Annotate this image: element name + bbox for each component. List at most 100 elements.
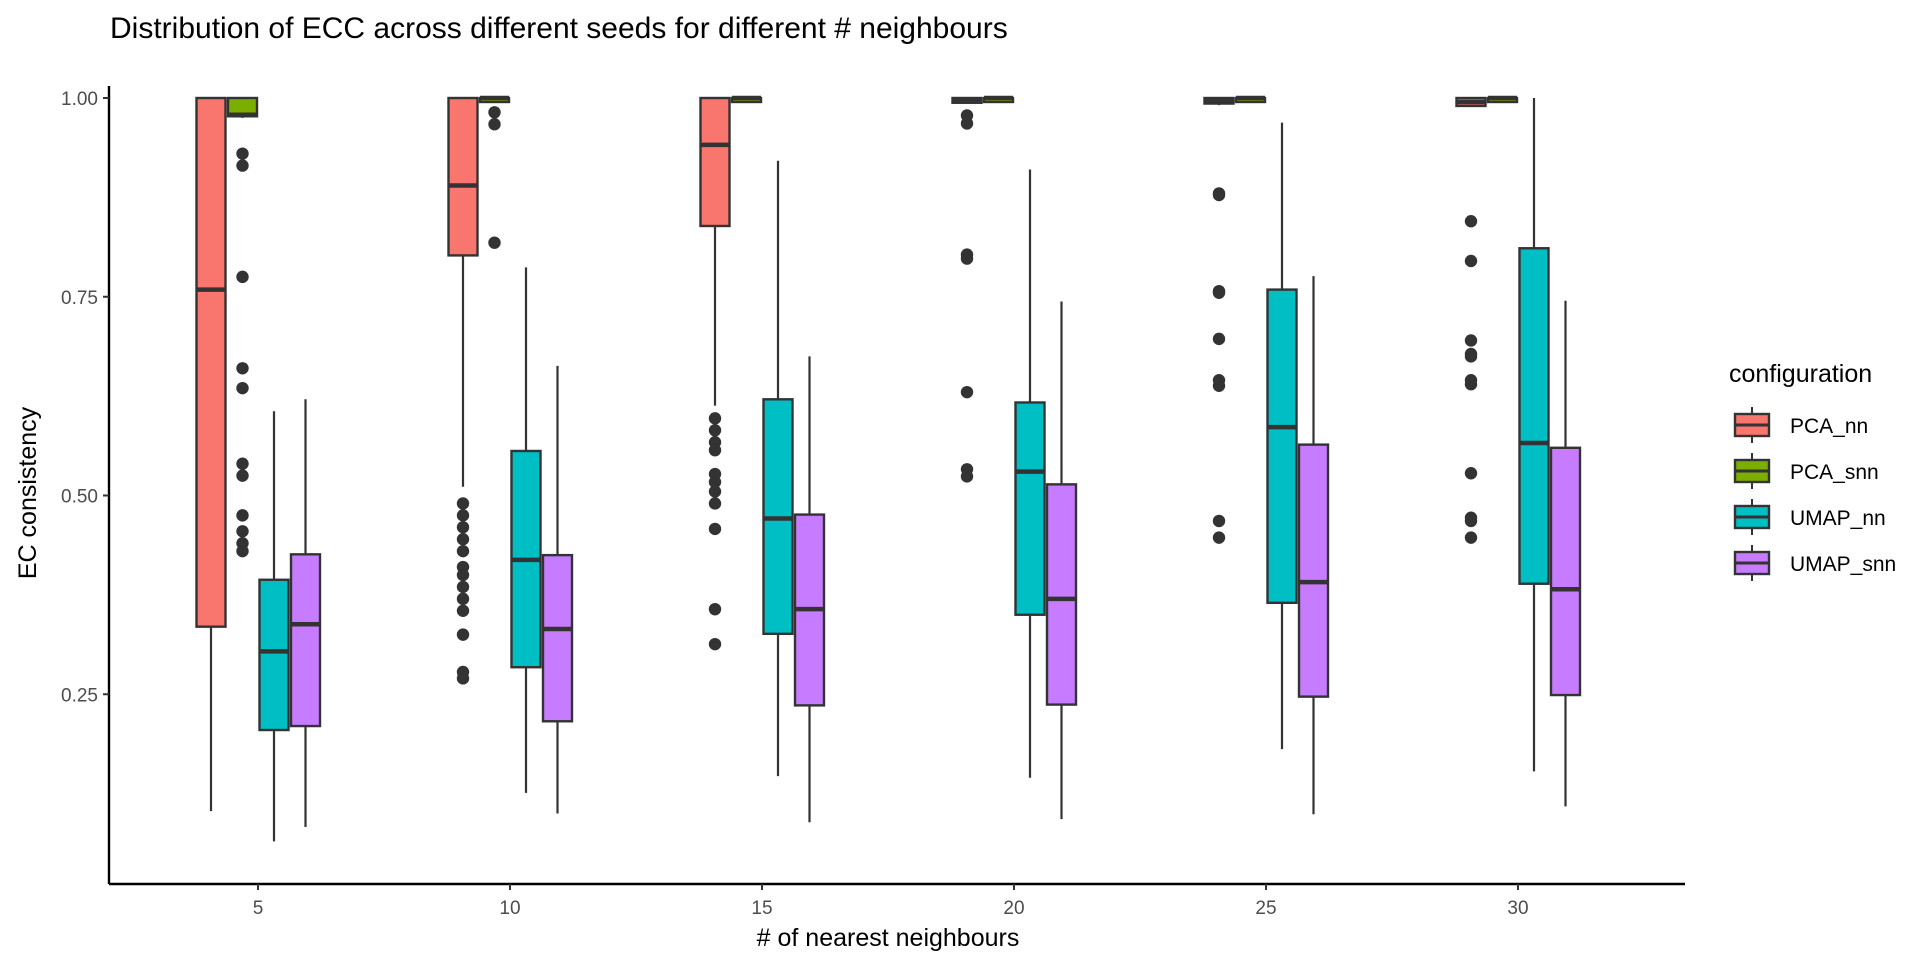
box-UMAP_nn-20 [1014, 169, 1046, 778]
outlier-point [488, 118, 501, 131]
box-PCA_nn-25 [1203, 96, 1235, 544]
box-body [1549, 446, 1582, 697]
outlier-point [708, 475, 722, 489]
x-tick-label: 30 [1507, 898, 1528, 919]
box-UMAP_snn-5 [289, 399, 322, 828]
outlier-point [1464, 467, 1478, 480]
box-body [195, 96, 227, 628]
x-tick-label: 15 [751, 898, 772, 919]
box-UMAP_snn-10 [541, 365, 574, 814]
box-PCA_snn-30 [1486, 95, 1519, 104]
box-body [1014, 401, 1046, 616]
outlier-point [236, 381, 249, 395]
outlier-point [456, 544, 470, 558]
outlier-point [1464, 254, 1478, 268]
x-axis-label: # of nearest neighbours [757, 924, 1020, 952]
outlier-point [456, 568, 470, 582]
outlier-point [1212, 514, 1226, 528]
box-body [1266, 288, 1298, 605]
outlier-point [1464, 531, 1478, 544]
outlier-point [456, 509, 470, 522]
outlier-point [960, 470, 974, 483]
outlier-point [236, 159, 249, 172]
outlier-point [1212, 188, 1226, 202]
box-body [1045, 483, 1078, 706]
outlier-point [236, 270, 249, 284]
x-tick-label: 20 [1003, 898, 1024, 919]
outlier-point [456, 592, 470, 606]
outlier-point [708, 412, 722, 425]
legend-label: UMAP_snn [1790, 553, 1896, 576]
outlier-point [236, 457, 249, 470]
outlier-point [456, 580, 470, 594]
outlier-point [456, 533, 470, 546]
axes: 0.25 0.50 0.75 1.00 5 10 15 20 25 30 [61, 86, 1685, 919]
legend: configuration PCA_nn PCA_snn UMAP_nn UMAP_sn… [1729, 360, 1896, 581]
outlier-point [960, 117, 974, 130]
outlier-point [708, 443, 722, 457]
outlier-point [1464, 378, 1478, 391]
box-body [1518, 247, 1550, 585]
outlier-point [456, 604, 470, 617]
outlier-point [1212, 531, 1226, 544]
outlier-point [488, 106, 501, 119]
box-UMAP_nn-25 [1266, 122, 1298, 750]
outlier-point [708, 602, 722, 616]
outlier-point [236, 147, 249, 160]
box-UMAP_snn-15 [793, 356, 826, 823]
legend-item-UMAP_nn: UMAP_nn [1733, 499, 1886, 535]
box-body [1297, 443, 1330, 698]
outlier-point [456, 672, 470, 685]
legend-title: configuration [1729, 360, 1872, 388]
legend-item-PCA_nn: PCA_nn [1733, 407, 1868, 443]
box-PCA_snn-20 [982, 95, 1015, 104]
box-PCA_snn-5 [226, 96, 259, 558]
box-PCA_snn-15 [730, 95, 763, 104]
y-tick-label: 1.00 [61, 89, 98, 110]
legend-label: PCA_snn [1790, 461, 1879, 484]
box-body [447, 96, 479, 257]
box-PCA_nn-20 [951, 96, 983, 483]
box-PCA_nn-10 [447, 96, 479, 685]
box-UMAP_nn-10 [510, 267, 542, 793]
legend-label: PCA_nn [1790, 415, 1868, 438]
outlier-point [456, 521, 470, 534]
outlier-point [456, 628, 470, 641]
outlier-point [708, 485, 722, 498]
y-tick-label: 0.50 [61, 487, 98, 508]
outlier-point [236, 509, 249, 522]
box-UMAP_snn-25 [1297, 276, 1330, 815]
outlier-point [236, 469, 249, 482]
y-tick-label: 0.25 [61, 685, 98, 706]
legend-label: UMAP_nn [1790, 507, 1886, 530]
box-PCA_nn-5 [195, 96, 227, 812]
box-PCA_snn-25 [1234, 95, 1267, 104]
legend-item-PCA_snn: PCA_snn [1733, 453, 1879, 489]
chart-title: Distribution of ECC across different see… [110, 12, 1008, 45]
outlier-point [960, 385, 974, 399]
box-body [699, 96, 731, 228]
outlier-point [1464, 350, 1478, 363]
x-tick-label: 25 [1255, 898, 1276, 919]
box-UMAP_nn-5 [258, 411, 290, 842]
outlier-point [236, 544, 249, 558]
box-body [541, 553, 574, 723]
legend-item-UMAP_snn: UMAP_snn [1733, 545, 1896, 581]
box-UMAP_snn-30 [1549, 300, 1582, 807]
outlier-point [708, 497, 722, 510]
outlier-point [1464, 215, 1478, 228]
outlier-point [236, 362, 249, 375]
outlier-point [960, 252, 974, 265]
outlier-point [708, 522, 722, 536]
outlier-point [236, 525, 249, 538]
x-tick-label: 10 [499, 898, 520, 919]
outlier-point [708, 424, 722, 437]
y-tick-label: 0.75 [61, 288, 98, 309]
box-body [258, 578, 290, 732]
outlier-point [1212, 379, 1226, 392]
outlier-point [708, 637, 722, 651]
box-UMAP_snn-20 [1045, 301, 1078, 820]
outlier-point [1464, 514, 1478, 528]
box-PCA_nn-30 [1455, 96, 1487, 544]
